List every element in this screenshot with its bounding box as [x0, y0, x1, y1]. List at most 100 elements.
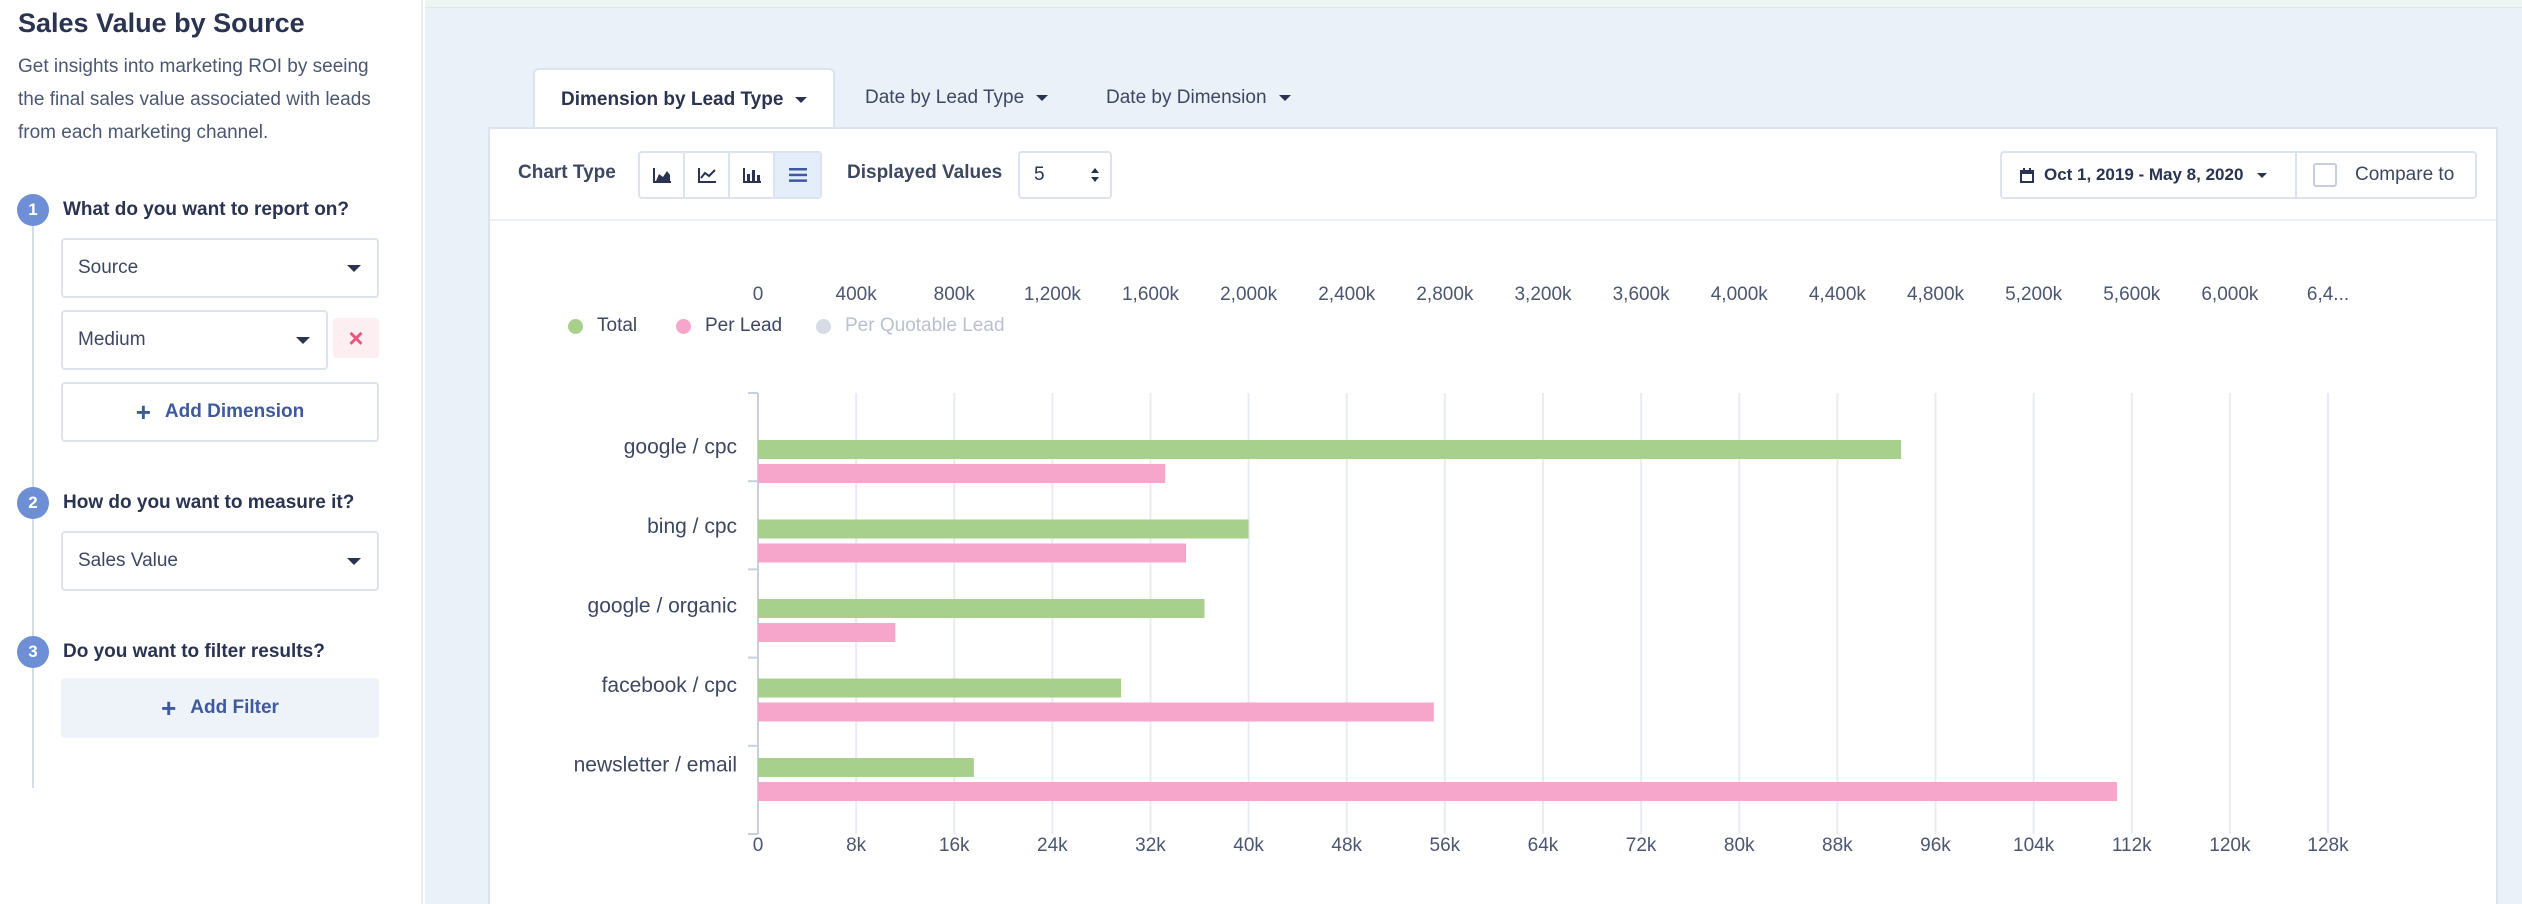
bottom-axis-tick-label: 64k [1528, 835, 1559, 856]
top-axis-tick-label: 4,400k [1809, 284, 1867, 305]
chart-type-area-button[interactable] [640, 153, 685, 197]
step-2-question: How do you want to measure it? [63, 492, 355, 513]
column-chart-icon [742, 168, 761, 183]
chevron-down-icon [1278, 95, 1291, 101]
top-strip [425, 0, 2522, 8]
category-label: google / organic [588, 595, 737, 618]
legend-dot [816, 318, 831, 334]
bottom-axis-tick-label: 24k [1037, 835, 1068, 856]
chevron-down-icon [347, 558, 361, 565]
chevron-down-icon [347, 265, 361, 272]
top-axis-tick-label: 5,600k [2103, 284, 2161, 305]
bottom-axis-tick-label: 112k [2112, 835, 2152, 856]
bottom-axis-tick-label: 32k [1135, 835, 1166, 856]
add-dimension-button[interactable]: + Add Dimension [61, 382, 379, 442]
category-label: bing / cpc [647, 515, 737, 538]
date-range-picker[interactable]: Oct 1, 2019 - May 8, 2020 [2000, 151, 2297, 199]
tab-date-by-lead-type[interactable]: Date by Lead Type [865, 68, 1049, 128]
add-filter-button[interactable]: + Add Filter [61, 678, 379, 738]
chart-type-column-button[interactable] [730, 153, 775, 197]
top-axis-tick-label: 2,400k [1318, 284, 1376, 305]
tab-label: Date by Lead Type [865, 87, 1025, 108]
measure-select[interactable]: Sales Value [61, 531, 379, 591]
step-3-question: Do you want to filter results? [63, 641, 325, 662]
stepper-arrows-icon[interactable] [1090, 166, 1100, 184]
bar-total [758, 599, 1205, 618]
chart-panel: Chart Type Displayed Values 5 [488, 127, 2498, 904]
compare-label: Compare to [2355, 164, 2455, 185]
top-axis-tick-label: 6,000k [2201, 284, 2259, 305]
top-axis-tick-label: 3,600k [1613, 284, 1671, 305]
top-axis-tick-label: 5,200k [2005, 284, 2063, 305]
top-axis-tick-label: 4,000k [1711, 284, 1769, 305]
step-3-badge: 3 [17, 636, 49, 668]
bottom-axis-tick-label: 128k [2307, 835, 2349, 856]
legend-label: Total [597, 315, 638, 336]
legend-item-per-lead[interactable]: Per Lead [676, 315, 782, 337]
measure-value: Sales Value [78, 550, 178, 571]
category-label: google / cpc [624, 436, 737, 459]
line-chart-icon [697, 168, 716, 183]
top-axis-tick-label: 3,200k [1514, 284, 1572, 305]
chart-type-label: Chart Type [518, 162, 616, 183]
bottom-axis-tick-label: 120k [2209, 835, 2251, 856]
top-axis-tick-label: 1,200k [1024, 284, 1082, 305]
top-axis-tick-label: 2,000k [1220, 284, 1278, 305]
bottom-axis-tick-label: 8k [846, 835, 867, 856]
chart-toolbar: Chart Type Displayed Values 5 [490, 129, 2496, 221]
step-1-question: What do you want to report on? [63, 199, 350, 220]
bottom-axis-tick-label: 72k [1626, 835, 1657, 856]
top-axis-tick-label: 4,800k [1907, 284, 1965, 305]
tab-label: Date by Dimension [1106, 87, 1267, 108]
chevron-down-icon [795, 97, 808, 103]
bottom-axis-tick-label: 40k [1233, 835, 1264, 856]
chart-type-group [638, 151, 822, 199]
chevron-down-icon [2257, 172, 2268, 178]
bar-chart-icon [788, 168, 807, 182]
remove-dimension-button[interactable]: × [333, 318, 379, 358]
bar-total [758, 758, 974, 777]
report-main: Dimension by Lead Type Date by Lead Type… [425, 0, 2522, 904]
top-axis-tick-label: 1,600k [1122, 284, 1180, 305]
dimension-secondary-select[interactable]: Medium [61, 310, 328, 370]
bar-per-lead [758, 543, 1187, 563]
displayed-values-stepper[interactable]: 5 [1018, 151, 1112, 199]
tab-label: Dimension by Lead Type [561, 89, 784, 110]
bar-total [758, 678, 1122, 698]
add-dimension-label: Add Dimension [164, 401, 305, 422]
tab-date-by-dimension[interactable]: Date by Dimension [1106, 68, 1291, 128]
bottom-axis-tick-label: 96k [1920, 835, 1951, 856]
calendar-icon [2020, 167, 2034, 183]
report-sidebar: Sales Value by Source Get insights into … [0, 0, 423, 904]
bottom-axis-tick-label: 0 [753, 835, 764, 856]
legend-dot [568, 318, 583, 334]
displayed-values-label: Displayed Values [847, 162, 1003, 183]
top-axis-tick-label: 2,800k [1416, 284, 1474, 305]
compare-to-toggle[interactable]: Compare to [2295, 151, 2477, 199]
top-axis-tick-label: 0 [753, 284, 764, 305]
legend-item-total[interactable]: Total [568, 315, 637, 337]
tab-dimension-by-lead-type[interactable]: Dimension by Lead Type [533, 68, 836, 130]
top-axis-tick-label: 400k [836, 284, 878, 305]
bar-total [758, 440, 1902, 459]
legend-label: Per Quotable Lead [845, 315, 1005, 336]
dimension-primary-value: Source [78, 257, 139, 278]
dimension-secondary-value: Medium [78, 329, 146, 350]
chart-type-line-button[interactable] [685, 153, 730, 197]
area-chart-icon [652, 168, 671, 183]
legend-dot [676, 318, 691, 334]
category-label: facebook / cpc [602, 674, 737, 697]
bar-chart: 0 400k 800k 1,200k 1,600k 2,000k 2,400k 2,800k 3… [574, 284, 2350, 856]
compare-checkbox[interactable] [2313, 163, 2337, 187]
bottom-axis-tick-label: 48k [1331, 835, 1362, 856]
chevron-down-icon [296, 337, 310, 344]
plus-icon: + [135, 396, 151, 427]
bottom-axis-tick-label: 16k [939, 835, 970, 856]
legend-item-per-quotable-lead[interactable]: Per Quotable Lead [816, 315, 1005, 337]
bottom-axis-tick-label: 80k [1724, 835, 1755, 856]
dimension-primary-select[interactable]: Source [61, 238, 379, 298]
bar-per-lead [758, 702, 1434, 722]
chart-type-bar-button[interactable] [775, 153, 820, 197]
step-1-badge: 1 [17, 194, 49, 226]
top-axis-tick-label: 6,4... [2307, 284, 2349, 305]
